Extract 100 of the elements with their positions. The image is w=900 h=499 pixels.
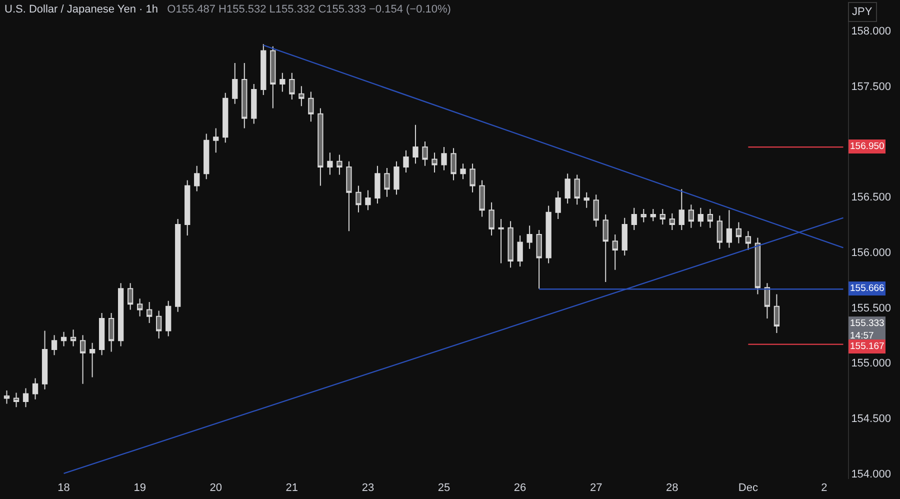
candlestick [251,83,257,124]
candlestick [336,154,342,176]
candlestick [555,190,561,220]
candlestick [156,310,162,339]
text: 155.333 [850,318,884,329]
candlestick [745,230,752,250]
candlestick [137,298,143,317]
candlestick [488,202,494,236]
y-tick-label: 155.000 [851,358,891,370]
candlestick [688,204,694,228]
candlestick [536,230,542,290]
candlestick [612,234,618,270]
data-label: 156.950 [850,141,884,152]
y-tick-label: 156.500 [851,192,891,204]
candlestick [498,218,504,264]
x-tick-label: 21 [286,482,298,494]
candlestick [270,46,276,109]
candlestick [356,185,362,213]
candlestick [517,235,523,268]
candlestick [32,378,38,400]
candlestick [108,312,114,352]
candlestick [51,334,58,356]
candlestick [736,222,742,244]
candlestick [412,124,418,164]
x-tick-label: 20 [210,482,222,494]
candlestick [70,329,76,347]
candlestick [707,208,713,228]
candlestick [166,300,172,337]
y-tick-label: 156.000 [851,247,891,260]
text: 14:57 [850,330,874,342]
candlestick [716,215,722,250]
candlestick [479,180,485,218]
candlestick [678,188,684,231]
candlestick [184,180,190,236]
candlestick [508,220,514,268]
candlestick [460,163,466,180]
candlestick [98,312,105,356]
x-tick-label: 27 [590,482,602,494]
candlestick [774,294,780,334]
x-tick-label: 23 [362,482,374,494]
candlestick [318,108,324,186]
text: JPY [852,6,873,18]
candlestick [60,331,67,347]
candlestick [298,86,304,107]
candlestick [128,282,134,310]
candlestick [432,152,438,173]
candlestick [80,334,86,384]
data-label: 155.666 [850,283,884,294]
candlestick [204,133,210,180]
y-tick-label: 158.000 [851,26,891,38]
candlestick [175,218,181,312]
candlestick [698,207,704,228]
candlestick [42,330,48,390]
candlestick [260,44,266,96]
candlestick [89,342,96,378]
x-tick-label: 2 [821,482,828,494]
candlestick [118,282,124,347]
x-tick-label: 25 [438,482,450,494]
candlestick [4,390,10,404]
candlestick [289,72,295,100]
candlestick [13,392,20,408]
x-tick-label: 26 [514,482,526,494]
y-tick-label: 154.500 [851,412,891,425]
y-tick-label: 154.000 [851,468,891,480]
chart-subtitle: O155.487 H155.532 L155.332 C155.333 −0.154 (−0.10%) [167,4,451,16]
candlestick [384,168,390,198]
y-tick-label: 157.500 [851,81,891,94]
candlestick [346,160,352,232]
candlestick [640,208,646,223]
candlestick [669,212,675,231]
candlestick [754,237,761,295]
y-tick-label: 155.500 [851,302,891,314]
candlestick [470,163,476,193]
candlestick [222,92,228,144]
x-tick-label: 28 [666,482,678,494]
candlestick [213,128,219,154]
candlestick [574,174,580,206]
candlestick [146,301,152,324]
candlestick [726,210,732,248]
candlestick [584,192,590,208]
candlestick [631,207,637,231]
candlestick [327,152,333,176]
candlestick [22,388,29,408]
candlestick [546,205,552,264]
x-tick-label: 19 [134,482,146,494]
candlestick [764,282,770,320]
candlestick [650,208,656,222]
candlestick [403,150,409,173]
candlestick [242,62,248,129]
candlestick [593,194,599,228]
candlestick [232,62,238,104]
candlestick [450,148,456,181]
candlestick [194,165,200,192]
data-label: 155.167 [850,341,884,352]
candlestick [660,208,666,225]
candlestick [622,217,628,256]
candlestick [365,190,371,211]
chart-title: U.S. Dollar / Japanese Yen · 1h [4,4,158,16]
candlestick [526,225,532,250]
candlestick [280,72,286,92]
